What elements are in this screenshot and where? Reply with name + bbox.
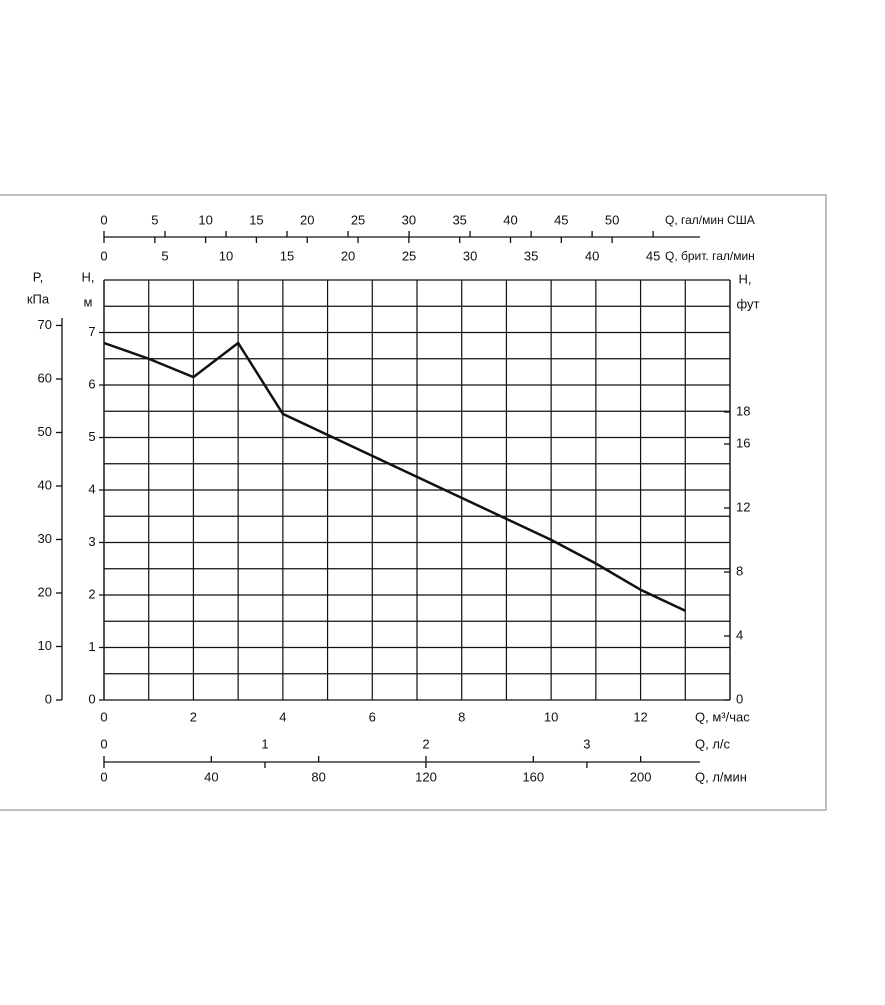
tick-label: 160 [522, 769, 544, 784]
tick-label: 20 [341, 248, 355, 263]
axis-label: м [84, 294, 93, 309]
tick-label: 25 [402, 248, 416, 263]
tick-label: 16 [736, 435, 750, 450]
tick-label: 15 [280, 248, 294, 263]
tick-label: 30 [402, 212, 416, 227]
tick-label: 25 [351, 212, 365, 227]
tick-label: 0 [100, 212, 107, 227]
tick-label: 30 [463, 248, 477, 263]
x-tick-label: 12 [633, 709, 647, 724]
tick-label: 0 [736, 691, 743, 706]
axis-label: фут [736, 296, 759, 311]
x-tick-label: 0 [100, 709, 107, 724]
x-tick-label: 10 [544, 709, 558, 724]
tick-label: 70 [38, 317, 52, 332]
tick-label: 30 [38, 531, 52, 546]
tick-label: 20 [300, 212, 314, 227]
y-tick-label: 0 [88, 691, 95, 706]
x-tick-label: 6 [369, 709, 376, 724]
tick-label: 18 [736, 403, 750, 418]
axis-label: H, [82, 269, 95, 284]
tick-label: 5 [161, 248, 168, 263]
tick-label: 120 [415, 769, 437, 784]
tick-label: 0 [45, 691, 52, 706]
tick-label: 0 [100, 769, 107, 784]
tick-label: 40 [585, 248, 599, 263]
tick-label: 45 [554, 212, 568, 227]
tick-label: 40 [38, 477, 52, 492]
tick-label: 3 [583, 736, 590, 751]
tick-label: 5 [151, 212, 158, 227]
axis-label: H, [739, 271, 752, 286]
tick-label: 0 [100, 736, 107, 751]
x-tick-label: 2 [190, 709, 197, 724]
y-tick-label: 3 [88, 534, 95, 549]
x-tick-label: 8 [458, 709, 465, 724]
tick-label: 10 [38, 638, 52, 653]
tick-label: 10 [219, 248, 233, 263]
axis-label: Q, м³/час [695, 709, 750, 724]
tick-label: 12 [736, 499, 750, 514]
y-tick-label: 5 [88, 429, 95, 444]
tick-label: 60 [38, 370, 52, 385]
tick-label: 8 [736, 563, 743, 578]
tick-label: 50 [38, 424, 52, 439]
y-tick-label: 1 [88, 639, 95, 654]
x-tick-label: 4 [279, 709, 286, 724]
axis-label: Q, гал/мин США [665, 213, 755, 227]
tick-label: 80 [311, 769, 325, 784]
tick-label: 2 [422, 736, 429, 751]
tick-label: 50 [605, 212, 619, 227]
y-tick-label: 6 [88, 376, 95, 391]
tick-label: 35 [524, 248, 538, 263]
tick-label: 0 [100, 248, 107, 263]
tick-label: 40 [204, 769, 218, 784]
axis-label: Q, л/с [695, 736, 731, 751]
axis-label: P, [33, 269, 44, 284]
y-tick-label: 7 [88, 324, 95, 339]
y-tick-label: 2 [88, 586, 95, 601]
tick-label: 15 [249, 212, 263, 227]
axis-label: Q, л/мин [695, 769, 747, 784]
y-tick-label: 4 [88, 481, 95, 496]
tick-label: 1 [261, 736, 268, 751]
tick-label: 35 [452, 212, 466, 227]
tick-label: 200 [630, 769, 652, 784]
pump-curve [103, 341, 686, 612]
tick-label: 45 [646, 248, 660, 263]
axis-label: кПа [27, 291, 50, 306]
tick-label: 10 [198, 212, 212, 227]
tick-label: 4 [736, 627, 743, 642]
axis-label: Q, брит. гал/мин [665, 249, 755, 263]
tick-label: 40 [503, 212, 517, 227]
tick-label: 20 [38, 584, 52, 599]
frame [0, 194, 827, 811]
